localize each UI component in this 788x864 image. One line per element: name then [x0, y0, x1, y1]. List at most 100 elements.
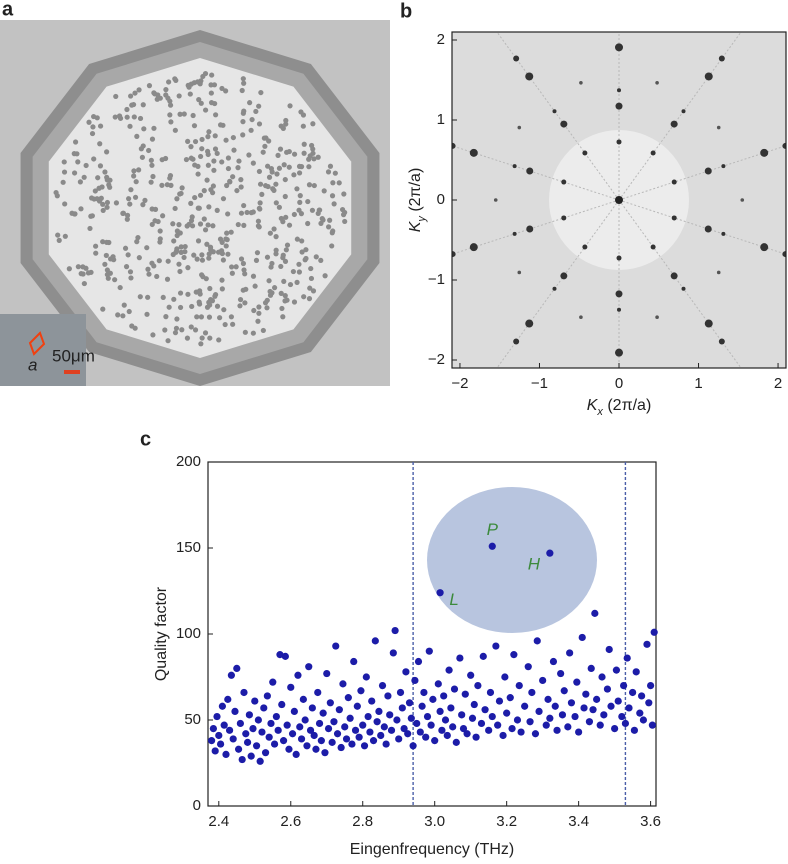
point — [393, 716, 401, 724]
point — [330, 718, 338, 726]
point — [521, 702, 529, 710]
hole — [241, 222, 247, 228]
hole — [229, 264, 235, 270]
point — [632, 668, 640, 676]
hole — [296, 170, 303, 176]
point — [377, 731, 385, 740]
point — [472, 733, 480, 741]
hole — [62, 233, 68, 239]
hole — [90, 124, 96, 130]
fft-spot — [760, 148, 769, 157]
hole — [131, 114, 137, 120]
point — [612, 666, 621, 674]
hole — [111, 257, 117, 263]
hole — [163, 87, 169, 93]
hole — [177, 230, 183, 236]
hole — [269, 290, 275, 296]
hole — [327, 217, 333, 223]
fft-spot — [561, 215, 567, 221]
fft-spot — [513, 338, 520, 345]
hole — [222, 321, 228, 328]
fft-spot — [681, 109, 686, 114]
point — [209, 725, 217, 733]
hole — [242, 300, 248, 306]
hole — [104, 204, 110, 210]
hole — [340, 212, 347, 218]
hole — [103, 252, 109, 259]
point — [567, 699, 576, 707]
point — [373, 718, 381, 726]
hole — [219, 286, 225, 292]
point — [321, 749, 329, 757]
hole — [229, 270, 235, 276]
xlabel-part: K — [587, 397, 599, 414]
hole — [238, 210, 245, 216]
point — [267, 719, 275, 728]
point-label: P — [487, 520, 499, 539]
point — [342, 735, 351, 743]
hole — [256, 121, 263, 127]
point — [303, 742, 311, 750]
hole — [223, 137, 229, 143]
panel-label: b — [400, 0, 412, 22]
hole — [188, 217, 195, 224]
hole — [155, 218, 161, 225]
hole — [238, 177, 244, 183]
fft-spot — [716, 270, 721, 275]
point — [551, 702, 559, 710]
hole — [271, 226, 277, 232]
hole — [311, 156, 317, 162]
point — [409, 742, 417, 750]
point — [222, 750, 230, 759]
point — [643, 640, 651, 648]
hole — [100, 201, 106, 207]
fft-spot — [718, 55, 725, 62]
point — [648, 721, 657, 729]
hole — [199, 335, 205, 341]
fft-spot — [582, 150, 588, 156]
hole — [255, 318, 261, 324]
hole — [228, 229, 234, 235]
hole — [315, 154, 321, 160]
hole — [308, 275, 315, 282]
point — [434, 680, 442, 688]
point — [251, 697, 259, 705]
hole — [237, 296, 244, 303]
point — [326, 699, 334, 707]
hole — [194, 256, 200, 262]
point — [254, 716, 262, 724]
hole — [279, 305, 285, 312]
fft-spot — [704, 319, 713, 328]
hole — [104, 271, 110, 278]
hole — [113, 93, 119, 100]
fft-spot — [655, 315, 659, 320]
hole — [256, 168, 263, 175]
hole — [159, 182, 165, 188]
hole — [280, 219, 286, 225]
point — [233, 664, 241, 673]
hole — [300, 112, 307, 118]
hole — [253, 108, 259, 115]
point — [256, 757, 264, 765]
x-tick-label: 3.6 — [640, 813, 661, 830]
hole — [276, 204, 282, 210]
y-tick-label: 2 — [437, 31, 445, 48]
hole — [217, 122, 224, 128]
point — [215, 731, 223, 740]
hole — [278, 263, 284, 270]
y-tick-label: 50 — [184, 711, 201, 728]
point — [461, 690, 469, 698]
hole — [129, 323, 135, 329]
point — [557, 669, 565, 678]
hole — [136, 167, 142, 173]
point — [517, 728, 525, 736]
hole — [238, 184, 244, 190]
hole — [205, 134, 211, 140]
fft-spot — [579, 80, 583, 85]
hole — [273, 247, 279, 253]
hole — [172, 127, 178, 133]
hole — [209, 72, 215, 78]
hole — [78, 206, 84, 212]
hole — [256, 310, 262, 316]
hole — [311, 182, 317, 189]
